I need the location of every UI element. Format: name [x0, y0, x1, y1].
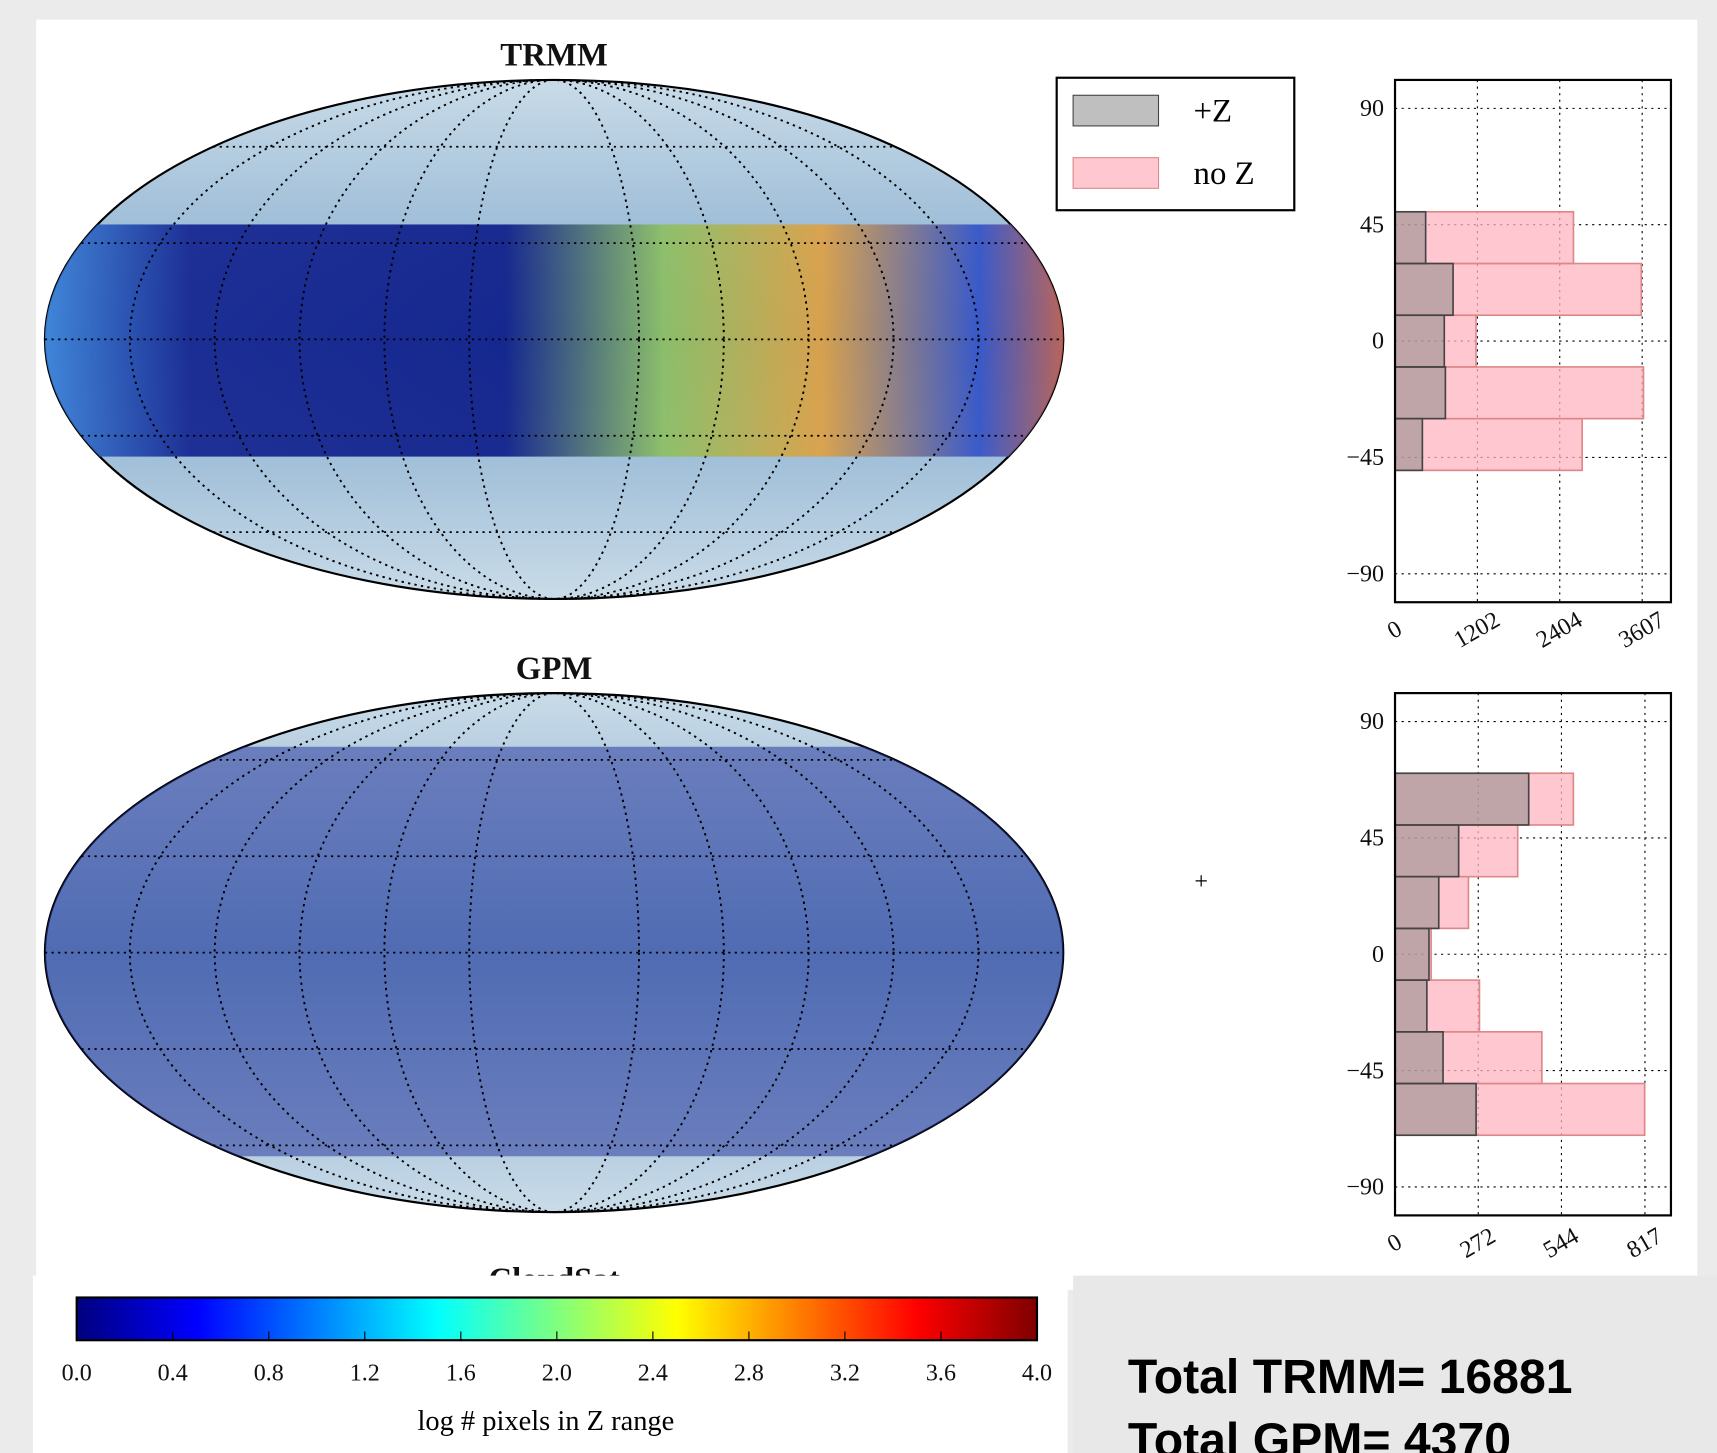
y-tick-label: 0	[1372, 329, 1384, 355]
x-tick-label: 1.6	[446, 1361, 476, 1387]
bar	[1394, 210, 1427, 265]
meridian	[468, 79, 640, 600]
x-tick-label: 3.6	[926, 1361, 956, 1387]
axes-frame	[1393, 78, 1673, 604]
meridian	[383, 79, 725, 600]
meridian	[128, 692, 980, 1213]
total-trmm: Total TRMM= 16881	[1128, 1350, 1573, 1404]
y-tick-label: −45	[1346, 445, 1384, 471]
meridian	[213, 79, 895, 600]
legend-label: +Z	[1194, 94, 1233, 130]
y-tick-label: −45	[1346, 1058, 1384, 1084]
bar	[1394, 262, 1454, 317]
legend-swatch	[1072, 157, 1160, 189]
graticule	[44, 79, 1064, 1213]
y-tick-label: 90	[1360, 709, 1384, 735]
x-tick-label: 2.8	[734, 1361, 764, 1387]
map-gpm	[43, 692, 1065, 1214]
legend-swatch	[1072, 94, 1160, 127]
total-gpm: Total GPM= 4370	[1128, 1413, 1511, 1453]
marker: +	[1194, 869, 1208, 895]
axes-frame	[1393, 692, 1673, 1217]
bar	[1394, 1030, 1444, 1085]
x-axis-label: log # pixels in Z range	[417, 1406, 674, 1437]
bar	[1394, 772, 1530, 826]
x-tick-label: 2.0	[542, 1361, 572, 1387]
meridian	[298, 79, 810, 600]
x-tick-label: 1.2	[350, 1361, 380, 1387]
x-tick-label: 0.4	[158, 1361, 188, 1387]
y-tick-label: 90	[1360, 96, 1384, 122]
x-tick-label: 4.0	[1022, 1361, 1052, 1387]
map-title: TRMM	[500, 38, 608, 74]
bar	[1394, 366, 1447, 420]
y-tick-label: 45	[1360, 826, 1384, 852]
y-tick-label: 0	[1372, 942, 1384, 968]
x-tick-label: 0.8	[254, 1361, 284, 1387]
meridian	[128, 79, 980, 600]
bar	[1394, 417, 1583, 472]
bar	[1394, 979, 1428, 1033]
bar	[1394, 417, 1424, 472]
totals-panel	[1073, 1275, 1717, 1453]
meridian	[383, 692, 725, 1213]
meridian	[213, 692, 895, 1213]
charts: TRMMGPMCloudSat−90−45045900120224043607n…	[488, 38, 1673, 1298]
meridian	[468, 692, 640, 1213]
y-tick-label: −90	[1346, 561, 1384, 587]
colorbar: 0.0 0.4 0.8 1.2 1.6 2.0 2.4 2.8 3.2 3.6 4.0 log # p…	[62, 1296, 1052, 1437]
map-title: GPM	[516, 651, 593, 687]
x-tick-label: 0.0	[62, 1361, 92, 1387]
x-tick-label: 3.2	[830, 1361, 860, 1387]
bar	[1394, 824, 1460, 878]
meridian	[298, 692, 810, 1213]
y-tick-label: 45	[1360, 212, 1384, 238]
bar	[1394, 927, 1430, 981]
bar	[1394, 1082, 1477, 1137]
bar	[1394, 875, 1440, 930]
x-tick-label: 2.4	[638, 1361, 668, 1387]
y-tick-label: −90	[1346, 1175, 1384, 1201]
bar	[1394, 314, 1446, 368]
legend-label: no Z	[1194, 156, 1255, 192]
